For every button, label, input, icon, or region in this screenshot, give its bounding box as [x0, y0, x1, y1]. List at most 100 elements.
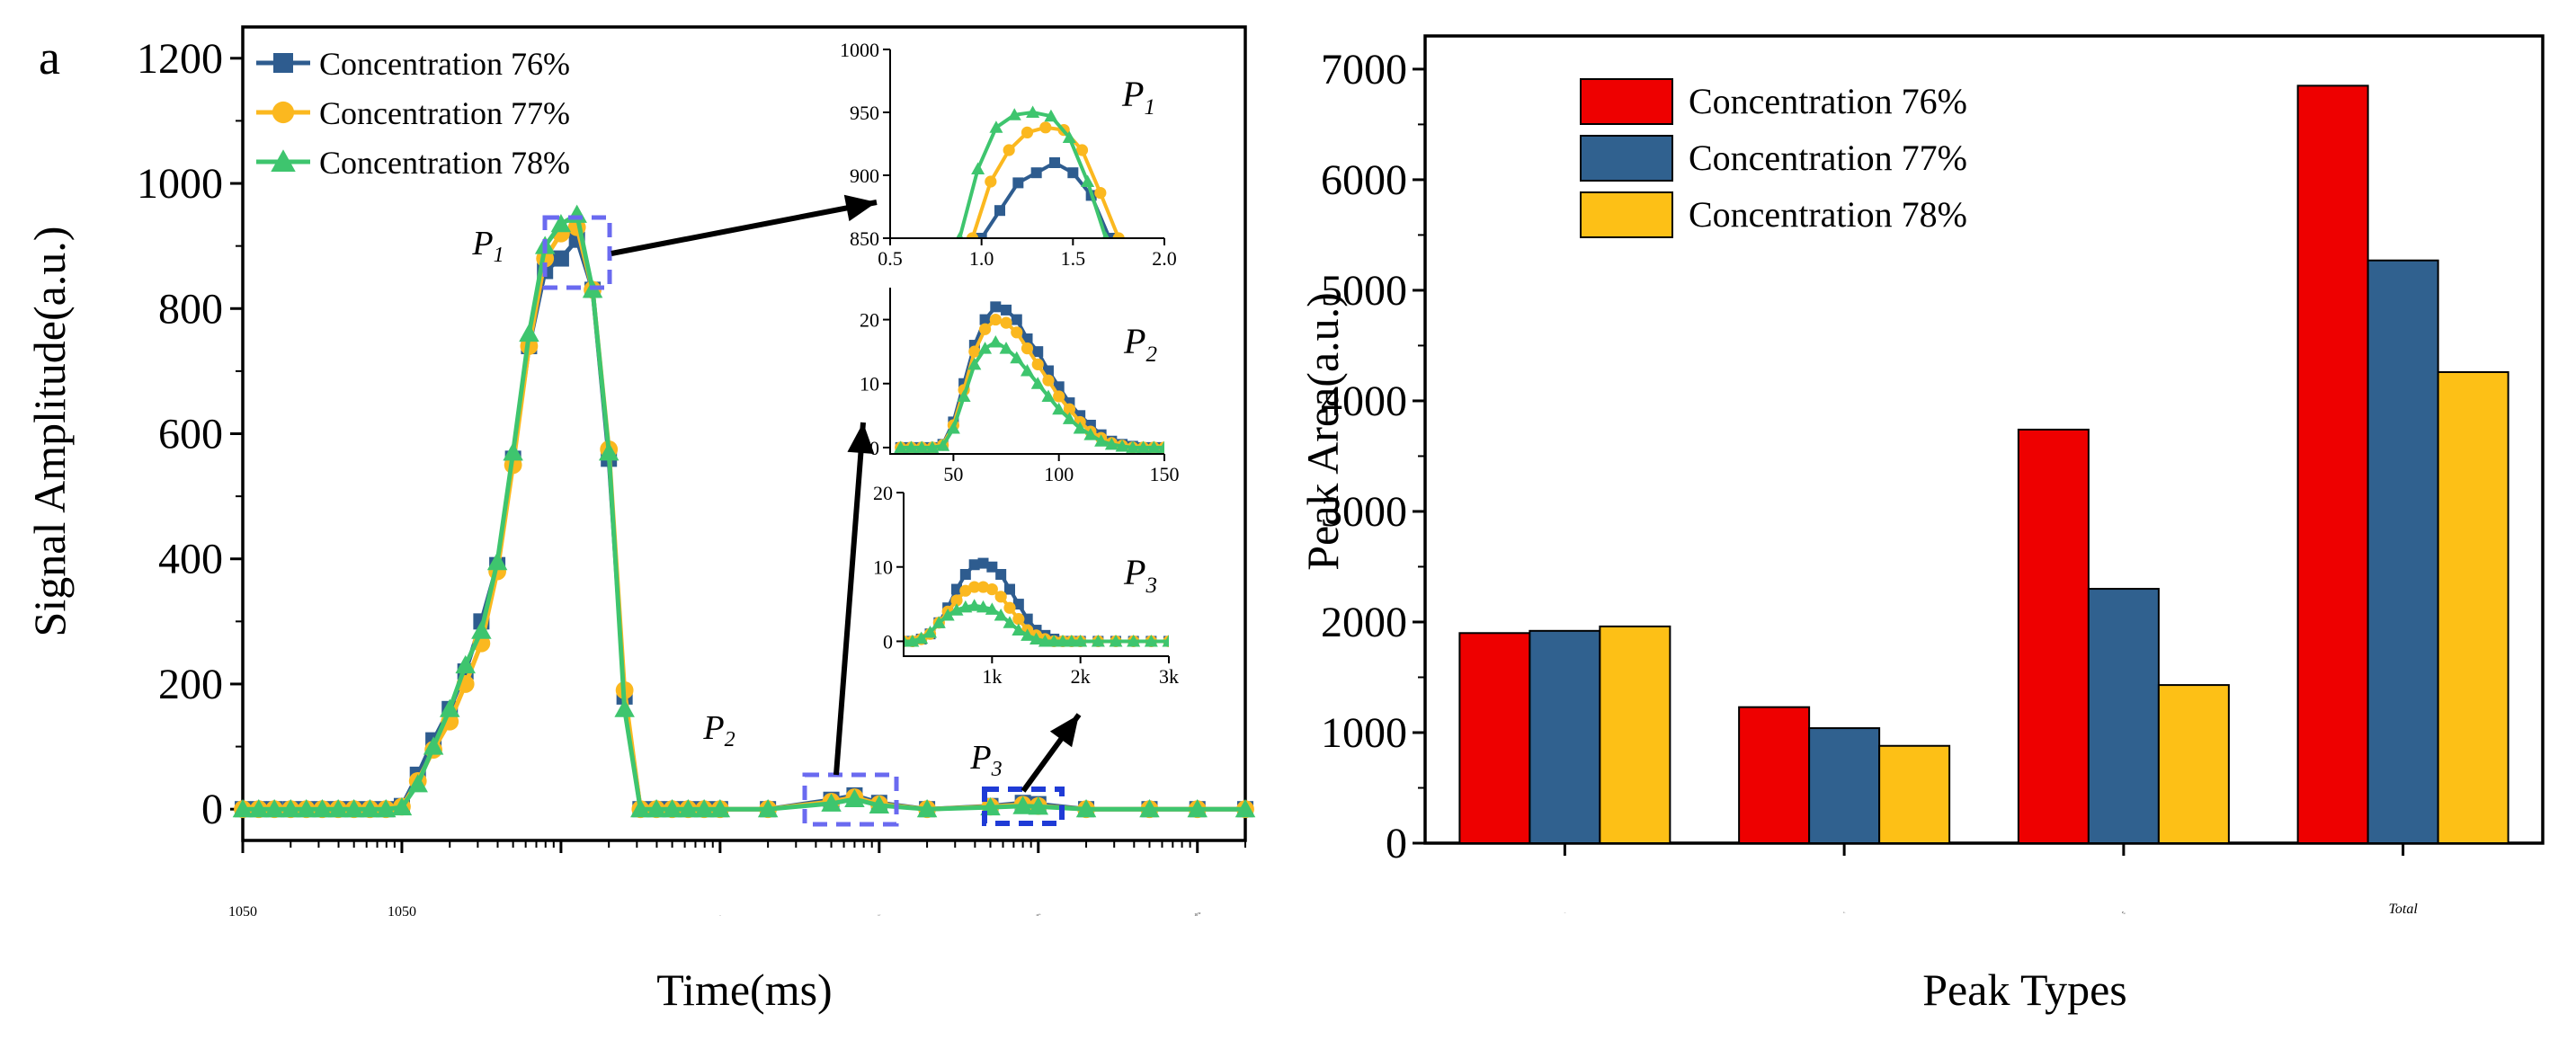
- inset-data-point: [1039, 121, 1052, 134]
- data-point: [693, 798, 715, 818]
- inset-data-point: [986, 561, 998, 573]
- inset-data-point: [1003, 601, 1016, 614]
- series-line-1: [243, 235, 1245, 812]
- inset-data-point: [1062, 130, 1076, 143]
- data-point: [281, 798, 301, 818]
- data-point: [263, 798, 285, 818]
- plot-frame: [1423, 34, 2545, 845]
- p3-label: P3: [969, 739, 1002, 781]
- inset-p2: 0 10 20 50 100 150 P2: [860, 288, 1180, 485]
- inset-data-point: [1012, 623, 1026, 636]
- bar: [2367, 259, 2439, 844]
- data-point: [662, 798, 682, 818]
- arrow-head: [1049, 715, 1079, 748]
- inset-x-tick-label: 1.0: [969, 247, 994, 270]
- y-tick-label: 600: [158, 411, 223, 458]
- data-point: [519, 323, 539, 342]
- inset-data-point: [1109, 634, 1123, 647]
- data-point: [360, 798, 380, 818]
- inset-data-point: [1094, 434, 1109, 447]
- inset-data-point: [936, 439, 950, 451]
- inset-data-point: [1104, 233, 1115, 238]
- data-point: [598, 442, 619, 461]
- bar: [1599, 625, 1671, 844]
- inset-data-point: [940, 609, 955, 621]
- inset-data-point: [1021, 364, 1034, 377]
- inset-data-point: [979, 314, 991, 325]
- data-point: [630, 798, 651, 818]
- inset-data-point: [923, 626, 937, 638]
- p1-label: P1: [471, 225, 504, 267]
- inset-data-point: [1012, 613, 1025, 626]
- inset-data-point: [971, 162, 985, 174]
- inset-data-point: [959, 569, 971, 580]
- inset-y-tick-label: 10: [873, 556, 893, 579]
- inset-data-point: [1021, 628, 1035, 641]
- bar: [2087, 588, 2160, 844]
- data-point: [296, 798, 316, 818]
- series-line-3: [243, 210, 1245, 812]
- inset-data-point: [1007, 108, 1021, 120]
- bar: [2437, 370, 2509, 844]
- inset-data-point: [946, 422, 960, 434]
- inset-data-point: [1144, 634, 1158, 647]
- legend-marker: [273, 53, 293, 73]
- data-point: [709, 798, 731, 818]
- data-point: [869, 795, 890, 814]
- x-tick-label: 1050: [228, 904, 257, 920]
- inset-data-point: [1047, 634, 1061, 647]
- inset-data-point: [968, 581, 981, 593]
- inset-data-point: [1012, 599, 1024, 610]
- inset-data-point: [1021, 613, 1033, 625]
- legend-label: Concentration 78%: [319, 145, 570, 181]
- data-point: [486, 551, 508, 571]
- inset-y-tick-label: 1000: [840, 39, 879, 61]
- data-point: [343, 798, 364, 818]
- inset-data-point: [957, 389, 971, 402]
- inset-data-point: [950, 594, 963, 607]
- inset-data-point: [1011, 314, 1022, 325]
- inset-data-point: [1104, 437, 1119, 450]
- inset-data-point: [894, 440, 908, 453]
- data-point: [439, 698, 460, 717]
- y-tick-label: 800: [158, 285, 223, 333]
- inset-data-point: [994, 609, 1008, 621]
- y-tick-label: 200: [158, 661, 223, 708]
- inset-data-point: [1030, 377, 1045, 389]
- inset-data-point: [1157, 440, 1164, 453]
- inset-data-point: [989, 313, 1002, 326]
- bar: [1458, 632, 1531, 845]
- inset-data-point: [1038, 634, 1052, 647]
- inset-y-tick-label: 20: [860, 309, 879, 332]
- inset-data-point: [931, 616, 946, 628]
- x-axis-label: Peak Types: [1922, 964, 2127, 1015]
- inset-y-tick-label: 950: [850, 102, 879, 124]
- inset-data-point: [966, 232, 979, 238]
- data-point: [1028, 796, 1049, 815]
- bar: [1738, 706, 1811, 845]
- y-axis-label: Peak Area(a.u.): [1297, 292, 1348, 571]
- inset-x-tick-label: 3k: [1159, 665, 1179, 688]
- inset-data-point: [1021, 126, 1034, 138]
- inset-data-point: [1136, 440, 1151, 453]
- data-point: [757, 798, 779, 818]
- inset-label: P1: [1121, 74, 1155, 120]
- arrow-head: [847, 422, 875, 455]
- inset-data-point: [1146, 440, 1161, 453]
- bar: [2157, 684, 2230, 844]
- inset-plot-area: [956, 105, 1125, 238]
- data-point: [1075, 798, 1097, 818]
- inset-data-point: [1044, 109, 1058, 122]
- inset-data-point: [1030, 167, 1042, 179]
- data-point: [1012, 796, 1033, 814]
- inset-x-tick-label: 150: [1150, 463, 1180, 485]
- legend-label: Concentration 76%: [1689, 81, 1967, 121]
- legend-label: Concentration 78%: [1689, 194, 1967, 235]
- inset-axes: [889, 288, 1164, 455]
- inset-x-tick-label: 50: [943, 463, 963, 485]
- inset-data-point: [985, 175, 997, 188]
- inset-data-point: [967, 599, 982, 611]
- x-tick-label: P62: [1842, 912, 1846, 914]
- inset-data-point: [976, 600, 990, 613]
- inset-data-point: [904, 440, 918, 453]
